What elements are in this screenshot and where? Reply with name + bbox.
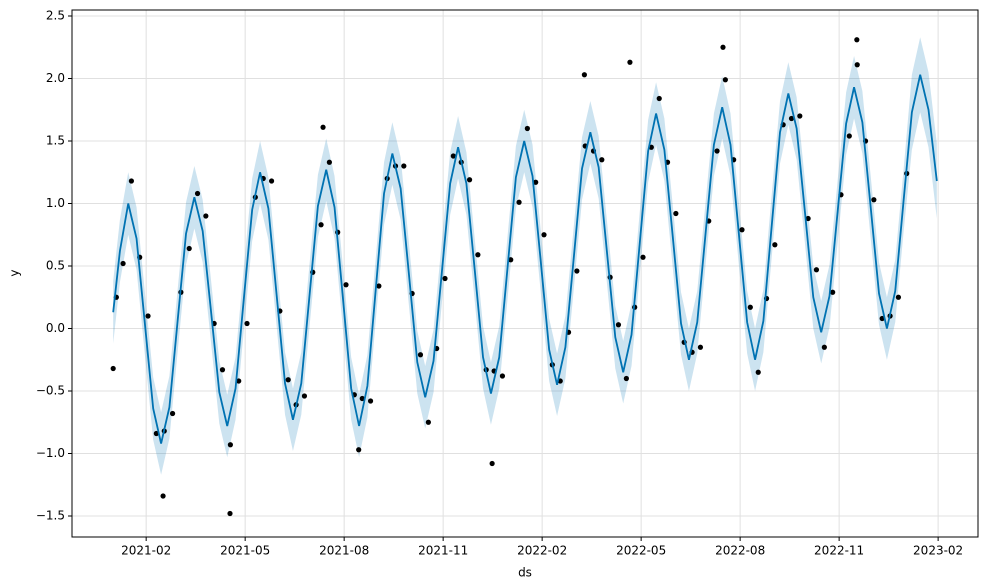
observation <box>499 373 506 379</box>
observation <box>524 125 530 132</box>
observation <box>401 163 407 169</box>
x-tick-label: 2021-02 <box>121 544 171 558</box>
observation <box>533 179 539 185</box>
observation <box>169 410 176 417</box>
observation <box>376 283 382 289</box>
observation <box>227 510 233 517</box>
observation <box>128 178 134 184</box>
observation <box>747 304 753 310</box>
x-tick-label: 2021-08 <box>319 544 369 558</box>
y-tick-label: −0.5 <box>36 384 65 398</box>
x-tick-label: 2023-02 <box>913 544 963 558</box>
x-axis-label: ds <box>518 566 532 580</box>
observation <box>821 344 827 350</box>
x-tick-label: 2021-11 <box>418 544 468 558</box>
y-tick-label: 1.0 <box>46 196 65 210</box>
observation <box>805 215 811 222</box>
x-tick-label: 2022-02 <box>517 544 567 558</box>
observation <box>541 232 547 238</box>
y-tick-label: 2.0 <box>46 71 65 85</box>
y-tick-label: 2.5 <box>46 9 65 23</box>
y-axis-label: y <box>8 269 22 276</box>
observation <box>227 442 233 448</box>
observation <box>442 275 448 282</box>
observation <box>854 37 860 43</box>
observation <box>145 313 151 319</box>
observation <box>854 62 860 68</box>
observation <box>110 365 116 372</box>
x-tick-label: 2022-05 <box>616 544 666 558</box>
observation <box>120 260 126 267</box>
observation <box>489 460 495 467</box>
observation <box>813 267 820 273</box>
observation <box>301 393 308 399</box>
forecast-line <box>112 74 938 444</box>
observation <box>417 352 424 358</box>
observation <box>615 322 622 328</box>
observation <box>772 242 778 248</box>
observation <box>755 369 761 375</box>
uncertainty-band <box>113 37 937 475</box>
observation <box>160 493 166 499</box>
observation <box>343 282 349 288</box>
observation <box>318 222 324 228</box>
observation <box>320 124 326 130</box>
observation <box>219 367 226 373</box>
observation <box>656 95 662 102</box>
observation <box>627 59 633 65</box>
y-tick-label: −1.5 <box>36 509 65 523</box>
observation <box>871 197 877 203</box>
observation <box>425 419 431 425</box>
observation <box>244 320 250 327</box>
observation <box>466 177 473 183</box>
observation <box>359 395 365 402</box>
observation <box>640 254 646 260</box>
plot-frame <box>71 9 979 538</box>
observation <box>714 148 720 154</box>
observation <box>574 268 580 274</box>
observation <box>846 133 852 139</box>
x-tick-label: 2022-11 <box>814 544 864 558</box>
x-tick-label: 2021-05 <box>220 544 270 558</box>
observation <box>268 178 275 184</box>
observation <box>599 157 605 163</box>
observation <box>788 115 795 122</box>
observation <box>830 289 836 295</box>
observation <box>450 153 456 159</box>
observation <box>722 77 728 83</box>
observation <box>797 113 803 119</box>
y-tick-label: 0.0 <box>46 321 65 335</box>
observation <box>516 199 522 205</box>
observation <box>673 210 679 217</box>
observation <box>475 252 481 258</box>
observation <box>623 375 629 382</box>
observation <box>581 72 587 78</box>
y-tick-label: −1.0 <box>36 446 65 460</box>
observation <box>720 44 726 50</box>
observation <box>739 227 745 233</box>
observation <box>203 213 209 219</box>
observation <box>236 378 242 384</box>
observation <box>895 294 902 300</box>
observation <box>194 190 201 197</box>
observation <box>697 344 704 350</box>
x-tick-label: 2022-08 <box>715 544 765 558</box>
observation <box>356 447 362 453</box>
y-tick-label: 0.5 <box>46 259 65 273</box>
observation <box>186 245 192 252</box>
observation <box>326 159 332 165</box>
observation <box>508 257 514 263</box>
y-tick-label: 1.5 <box>46 134 65 148</box>
observation <box>367 398 374 404</box>
observation <box>285 377 291 383</box>
